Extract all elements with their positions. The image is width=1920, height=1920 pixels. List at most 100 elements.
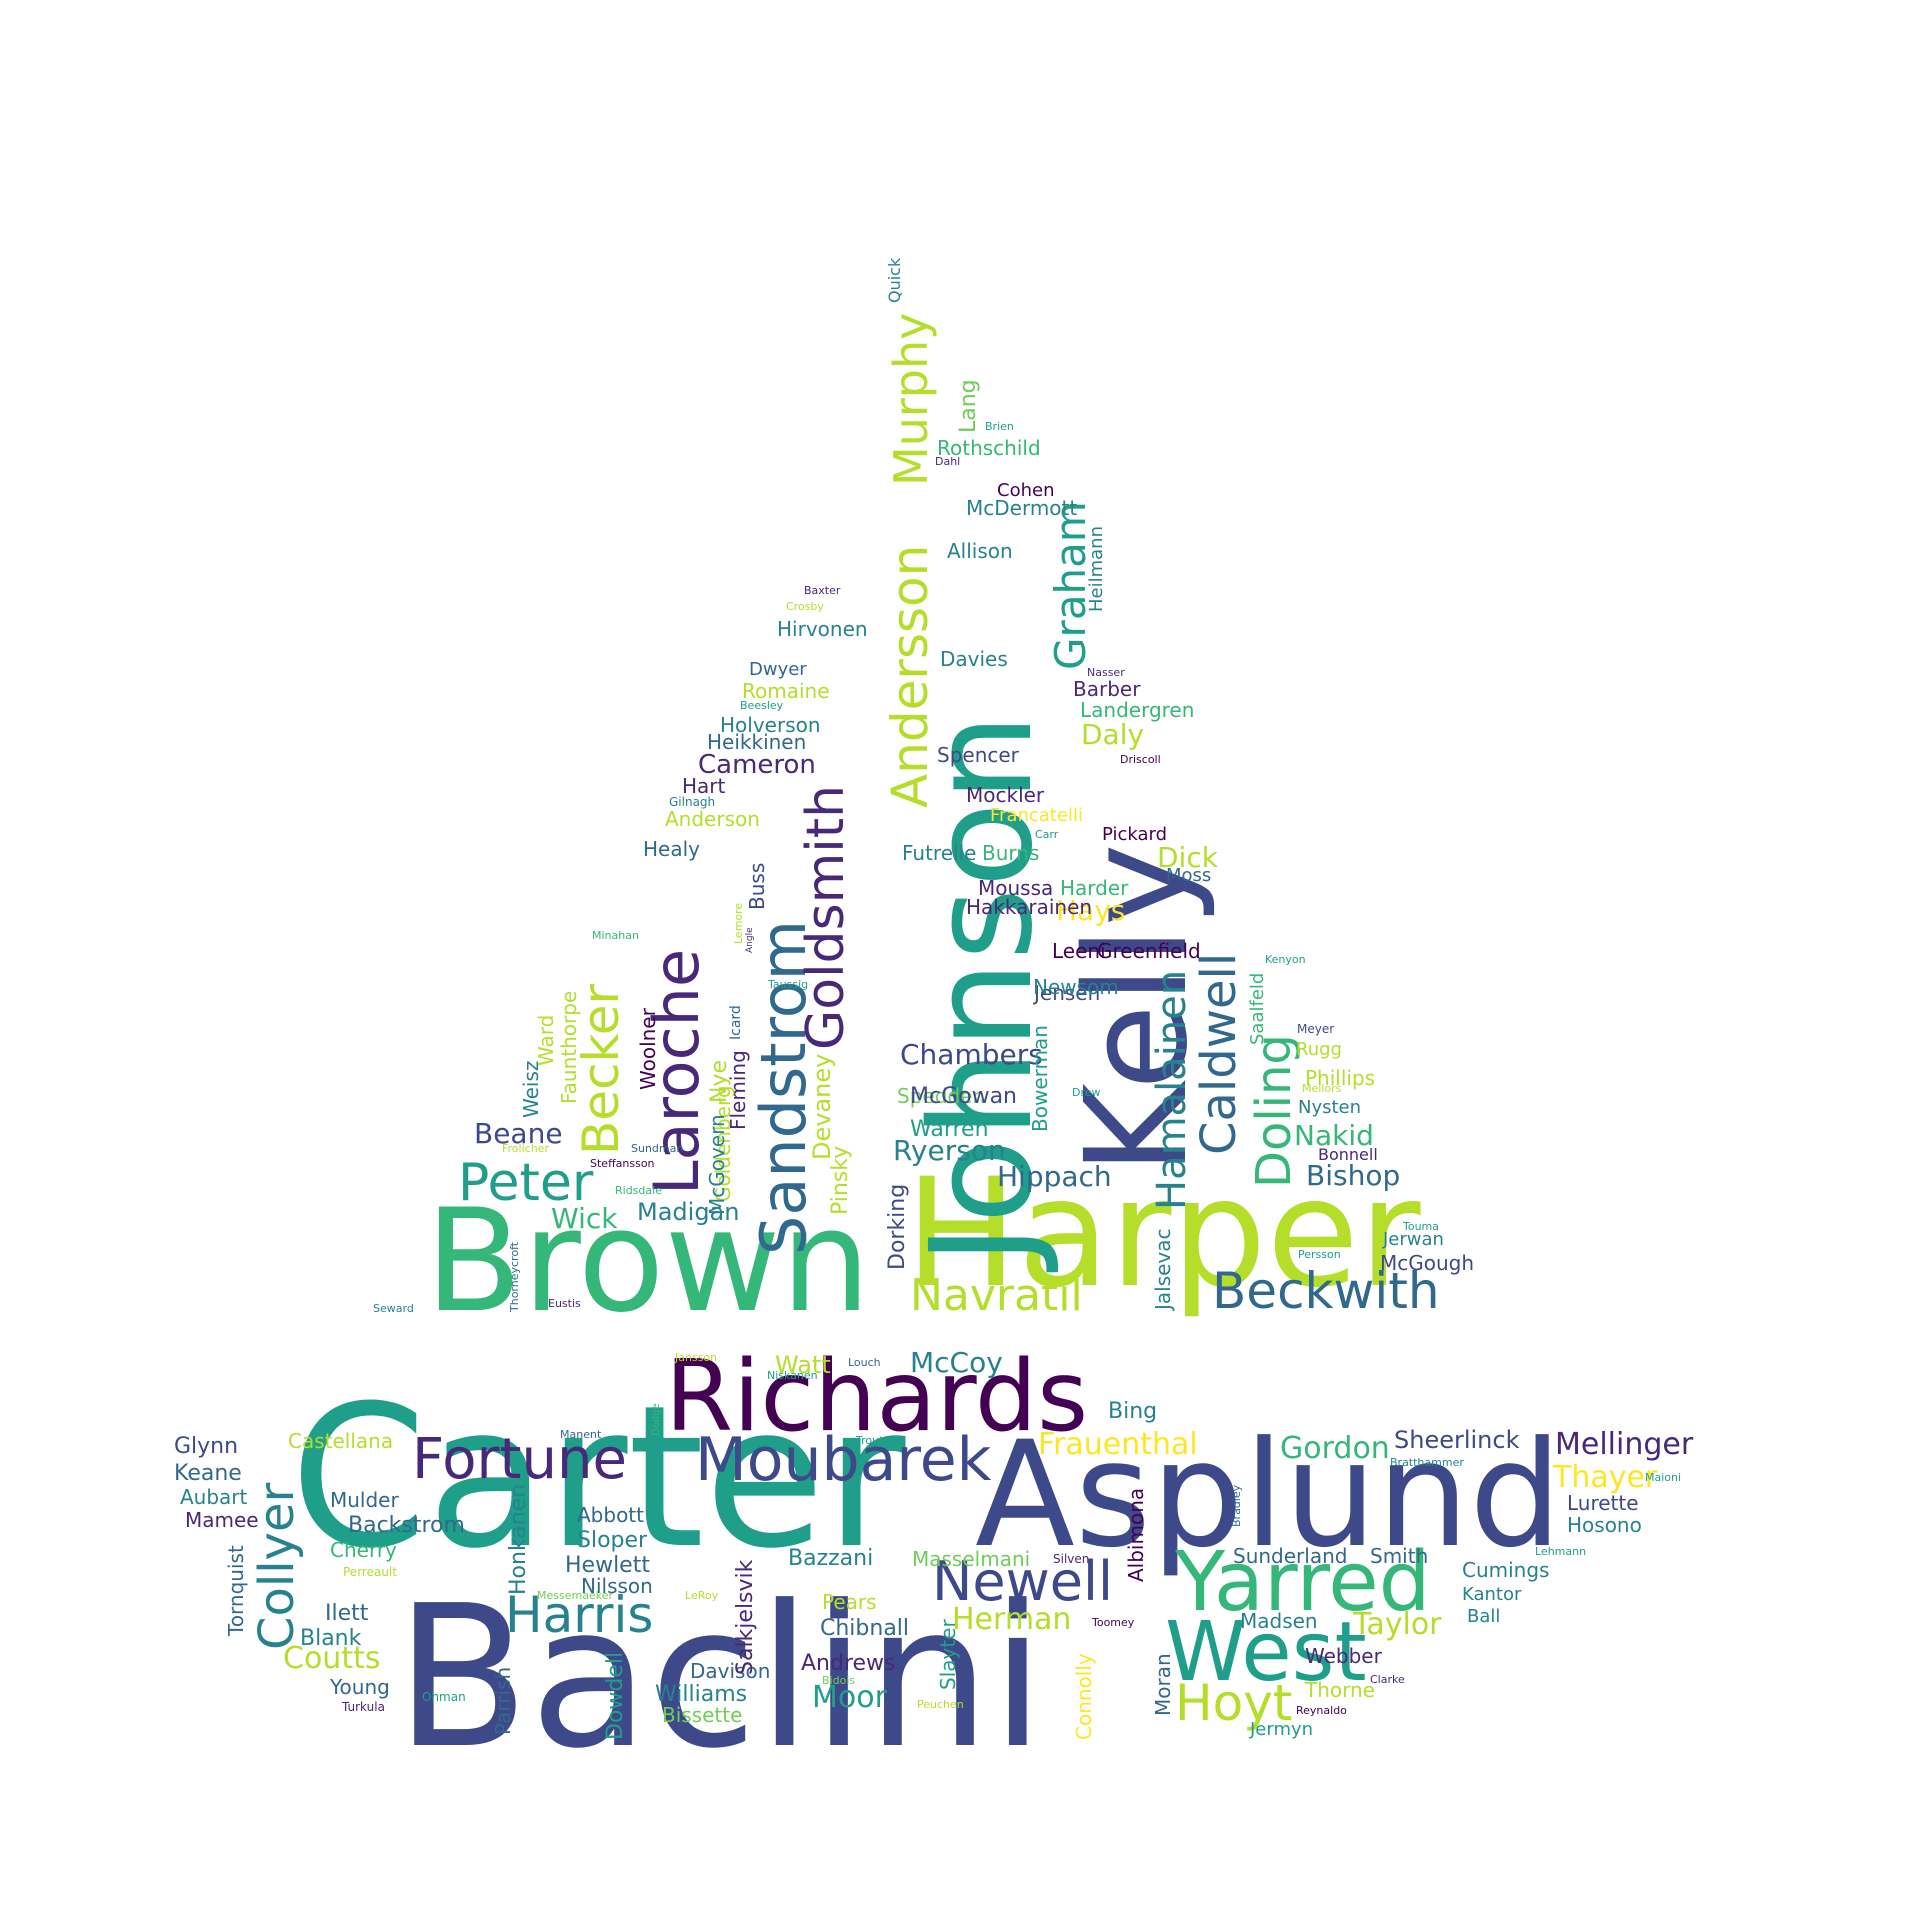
word-mccoy: McCoy xyxy=(910,1346,1003,1379)
word-hippach: Hippach xyxy=(997,1160,1112,1193)
word-mcdermott: McDermott xyxy=(966,496,1077,520)
word-davies: Davies xyxy=(940,647,1008,671)
word-landergren: Landergren xyxy=(1080,698,1194,722)
word-saalfeld: Saalfeld xyxy=(1247,973,1268,1045)
word-mockler: Mockler xyxy=(966,783,1045,807)
word-baclini: Baclini xyxy=(395,1564,1045,1792)
word-mellinger: Mellinger xyxy=(1555,1427,1694,1462)
word-west: West xyxy=(1165,1605,1367,1700)
word-ward: Ward xyxy=(534,1015,558,1066)
word-kenyon: Kenyon xyxy=(1265,953,1306,966)
word-lurette: Lurette xyxy=(1567,1491,1639,1515)
word-drew: Drew xyxy=(1072,1086,1101,1099)
word-richards: Richards xyxy=(665,1340,1088,1454)
word-rothschild: Rothschild xyxy=(937,436,1041,460)
word-thorne: Thorne xyxy=(1304,1678,1375,1702)
word-nilsson: Nilsson xyxy=(581,1574,653,1598)
word-mulder: Mulder xyxy=(330,1488,399,1512)
word-carter: Carter xyxy=(290,1364,906,1592)
word-thorneycroft: Thorneycroft xyxy=(508,1241,521,1313)
word-bazzani: Bazzani xyxy=(788,1546,873,1571)
word-futrelle: Futrelle xyxy=(902,841,976,865)
word-yarred: Yarred xyxy=(1174,1535,1431,1630)
word-jalsevac: Jalsevac xyxy=(1151,1228,1175,1312)
word-harper: Harper xyxy=(905,1147,1421,1321)
word-brown: Brown xyxy=(425,1179,871,1344)
word-seward: Seward xyxy=(373,1302,414,1315)
word-bradley: Bradley xyxy=(1230,1484,1243,1527)
word-moussa: Moussa xyxy=(978,876,1053,900)
word-asplund: Asplund xyxy=(975,1410,1562,1580)
word-moor: Moor xyxy=(812,1680,888,1715)
word-clarke: Clarke xyxy=(1370,1673,1405,1686)
word-pickard: Pickard xyxy=(1102,824,1167,845)
word-moran: Moran xyxy=(1151,1653,1175,1716)
word-nakid: Nakid xyxy=(1294,1119,1374,1152)
word-thayer: Thayer xyxy=(1552,1460,1658,1495)
word-salkjelsvik: Salkjelsvik xyxy=(733,1559,758,1675)
word-mamee: Mamee xyxy=(185,1508,259,1532)
word-taussig: Taussig xyxy=(767,978,808,991)
word-caldwell: Caldwell xyxy=(1191,953,1247,1155)
word-fortune: Fortune xyxy=(412,1427,627,1492)
word-toomey: Toomey xyxy=(1091,1616,1135,1629)
word-aubart: Aubart xyxy=(180,1485,248,1509)
word-louch: Louch xyxy=(848,1356,881,1369)
word-eustis: Eustis xyxy=(548,1297,581,1310)
word-peuchen: Peuchen xyxy=(917,1698,964,1711)
word-niskanen: Niskanen xyxy=(767,1369,818,1382)
word-steffansson: Steffansson xyxy=(590,1157,655,1170)
word-mcgowan: McGowan xyxy=(910,1084,1017,1109)
word-cameron: Cameron xyxy=(698,750,816,780)
word-moubarek: Moubarek xyxy=(695,1425,992,1495)
word-jermyn: Jermyn xyxy=(1249,1719,1313,1740)
word-manent: Manent xyxy=(560,1428,602,1441)
word-ridsdale: Ridsdale xyxy=(615,1184,662,1197)
word-kantor: Kantor xyxy=(1462,1584,1522,1605)
word-becker: Becker xyxy=(572,984,630,1155)
word-slayter: Slayter xyxy=(936,1619,960,1690)
word-bidois: Bidois xyxy=(822,1674,855,1687)
word-smith: Smith xyxy=(1370,1544,1428,1568)
word-minahan: Minahan xyxy=(592,929,639,942)
word-johnson: Johnson xyxy=(901,713,1064,1273)
word-angle: Angle xyxy=(745,927,755,953)
word-dowdell: Dowdell xyxy=(603,1652,628,1740)
word-doling: Doling xyxy=(1246,1034,1302,1188)
word-madigan: Madigan xyxy=(637,1198,739,1226)
word-keane: Keane xyxy=(174,1461,242,1486)
word-baxter: Baxter xyxy=(804,584,841,597)
word-tornquist: Tornquist xyxy=(224,1545,248,1637)
word-weisz: Weisz xyxy=(519,1061,543,1118)
word-brien: Brien xyxy=(985,420,1014,433)
word-dick: Dick xyxy=(1157,841,1219,874)
word-spencer: Spencer xyxy=(937,743,1020,767)
word-williams: Williams xyxy=(655,1682,747,1707)
word-harder: Harder xyxy=(1060,876,1129,900)
word-holverson: Holverson xyxy=(720,713,821,737)
word-silven: Silven xyxy=(1053,1552,1089,1566)
word-bonnell: Bonnell xyxy=(1318,1145,1378,1164)
word-beane: Beane xyxy=(474,1117,563,1150)
word-leeni: Leeni xyxy=(1052,939,1106,963)
word-nysten: Nysten xyxy=(1298,1097,1361,1118)
word-barber: Barber xyxy=(1073,677,1141,701)
word-fleming: Fleming xyxy=(726,1050,750,1130)
word-dorking: Dorking xyxy=(885,1184,910,1270)
word-hirvonen: Hirvonen xyxy=(777,617,868,641)
word-harris: Harris xyxy=(505,1586,653,1644)
word-young: Young xyxy=(329,1675,390,1699)
word-healy: Healy xyxy=(643,837,700,861)
word-cohen: Cohen xyxy=(997,480,1054,501)
word-abbott: Abbott xyxy=(577,1503,644,1527)
word-beesley: Beesley xyxy=(740,699,784,712)
word-carr: Carr xyxy=(1035,828,1059,841)
word-ryerson: Ryerson xyxy=(893,1134,1006,1167)
word-anderson: Anderson xyxy=(665,807,760,831)
word-bissette: Bissette xyxy=(662,1703,742,1727)
word-albimona: Albimona xyxy=(1124,1488,1148,1582)
word-allison: Allison xyxy=(947,539,1013,563)
word-davison: Davison xyxy=(690,1659,770,1683)
word-andrews: Andrews xyxy=(801,1651,896,1676)
word-nasser: Nasser xyxy=(1087,666,1125,679)
